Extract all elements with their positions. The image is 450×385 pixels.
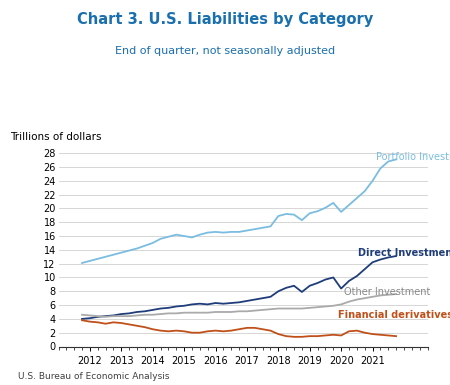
Text: Financial derivatives: Financial derivatives <box>338 310 450 320</box>
Text: U.S. Bureau of Economic Analysis: U.S. Bureau of Economic Analysis <box>18 372 170 381</box>
Text: End of quarter, not seasonally adjusted: End of quarter, not seasonally adjusted <box>115 46 335 56</box>
Text: Trillions of dollars: Trillions of dollars <box>10 132 102 142</box>
Text: Other Investment: Other Investment <box>344 287 431 297</box>
Text: Portfolio Investment: Portfolio Investment <box>376 152 450 162</box>
Text: Chart 3. U.S. Liabilities by Category: Chart 3. U.S. Liabilities by Category <box>77 12 373 27</box>
Text: Direct Investment: Direct Investment <box>358 248 450 258</box>
